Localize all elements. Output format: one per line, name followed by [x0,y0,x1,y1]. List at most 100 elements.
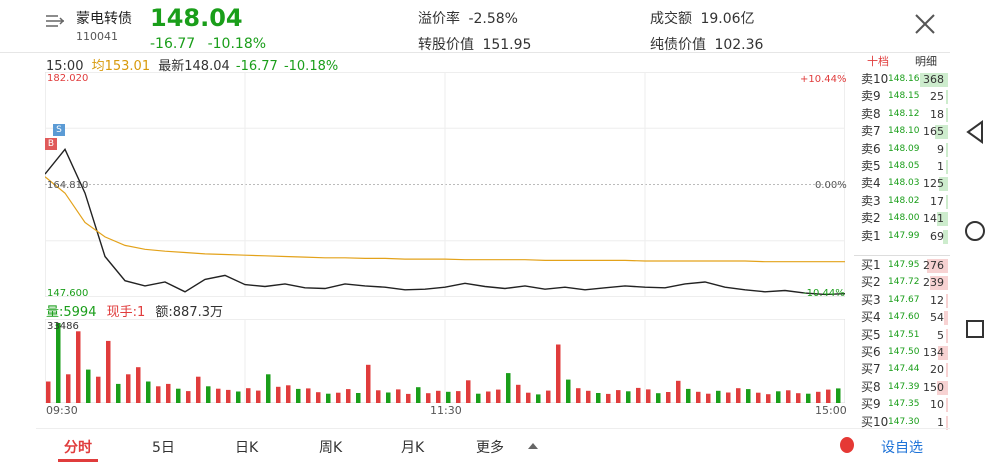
sell-level-row[interactable]: 卖6 148.09 9 [854,141,950,159]
back-icon[interactable] [964,120,986,144]
volume-bar [356,393,361,403]
volume-info: 量:5994 现手:1 额:887.3万 [46,301,223,320]
level-price: 148.03 [888,178,920,189]
level-label: 买1 [861,258,881,272]
level-label: 买5 [861,327,881,342]
change-value: -16.77 [150,36,196,52]
tab-ten-levels[interactable]: 十档 [867,55,889,68]
tab-intraday[interactable]: 分时 [64,440,92,456]
sell-level-row[interactable]: 卖4 148.03 125 [854,175,950,193]
level-price: 147.67 [888,294,920,305]
level-price: 147.99 [888,230,920,241]
premium-rate: 溢价率 -2.58% [418,8,518,28]
bond-name: 蒙电转债 [76,11,132,27]
add-watchlist-button[interactable]: 设自选 [881,440,923,456]
recents-icon[interactable] [965,319,985,339]
level-label: 买7 [861,362,881,377]
turnover-label: 成交额 [650,11,692,27]
volume-bar [56,323,61,403]
depth-bar [946,415,948,430]
sell-level-row[interactable]: 卖2 148.00 141 [854,210,950,228]
info-avg: 均153.01 [91,59,151,74]
level-volume: 5 [937,328,944,342]
sell-level-row[interactable]: 卖1 147.99 69 [854,228,950,246]
info-change-pct: -10.18% [283,59,339,74]
tab-more[interactable]: 更多 [476,440,504,456]
level-price: 148.00 [888,213,920,224]
home-icon[interactable] [964,220,986,242]
level-label: 卖5 [861,159,881,173]
buy-level-row[interactable]: 买9 147.35 10 [854,396,950,414]
volume-bar [396,389,401,403]
buy-level-row[interactable]: 买3 147.67 12 [854,292,950,310]
sell-level-row[interactable]: 卖9 148.15 25 [854,88,950,106]
volume-bar [696,391,701,403]
level-price: 148.12 [888,108,920,119]
volume-bar [796,393,801,403]
volume-bar [346,389,351,403]
avg-price-line [45,176,845,263]
level-label: 买8 [861,379,881,394]
bond-code: 110041 [76,30,118,43]
level-price: 147.60 [888,312,920,323]
price-series [45,147,845,296]
sell-level-row[interactable]: 卖8 148.12 18 [854,106,950,124]
tab-daily-k[interactable]: 日K [235,440,259,456]
buy-level-row[interactable]: 买2 147.72 239 [854,274,950,292]
buy-level-row[interactable]: 买1 147.95 276 [854,257,950,275]
active-tab-indicator [58,459,98,462]
volume-bar [496,389,501,403]
volume-bar [146,381,151,403]
depth-bar [927,259,948,273]
volume-bar [436,390,441,403]
volume-bar [836,388,841,403]
buy-level-row[interactable]: 买6 147.50 134 [854,344,950,362]
volume-bar [186,391,191,403]
sell-level-row[interactable]: 卖3 148.02 17 [854,193,950,211]
level-label: 卖2 [861,211,881,226]
tab-monthly-k[interactable]: 月K [401,440,425,456]
depth-bar [942,229,948,244]
buy-level-row[interactable]: 买10 147.30 1 [854,414,950,432]
volume-bar [176,388,181,403]
depth-bar [946,194,948,209]
tab-weekly-k[interactable]: 周K [319,440,343,456]
price-line [45,147,845,296]
volume-bar [216,388,221,403]
buy-marker[interactable]: B [45,138,57,150]
level-label: 卖9 [861,89,881,104]
volume-bar [786,390,791,403]
record-dot-icon[interactable] [840,437,854,453]
sell-marker[interactable]: S [53,124,65,136]
volume-bar [66,374,71,403]
sell-level-row[interactable]: 卖5 148.05 1 [854,158,950,176]
volume-bar [206,386,211,403]
buy-level-row[interactable]: 买5 147.51 5 [854,327,950,345]
buy-level-row[interactable]: 买7 147.44 20 [854,361,950,379]
tab-details[interactable]: 明细 [915,55,937,68]
buy-level-row[interactable]: 买8 147.39 150 [854,379,950,397]
depth-bar [935,125,948,140]
caret-up-icon[interactable] [528,442,538,450]
volume-bar [586,390,591,403]
volume-bar [716,390,721,403]
volume-bar [296,388,301,403]
volume-bar [96,376,101,403]
volume-bar [86,369,91,403]
intraday-info: 15:00 均153.01 最新148.04 -16.77 -10.18% [46,55,338,74]
tab-5day[interactable]: 5日 [152,440,175,456]
intraday-price-chart[interactable] [45,72,845,297]
depth-bar [936,380,948,395]
volume-chart[interactable] [45,319,845,403]
sell-level-row[interactable]: 卖7 148.10 165 [854,123,950,141]
list-menu-icon[interactable] [46,14,64,28]
volume-bar [606,393,611,403]
volume-bar [46,381,51,403]
buy-level-row[interactable]: 买4 147.60 54 [854,309,950,327]
sell-level-row[interactable]: 卖10 148.16 368 [854,71,950,89]
close-icon[interactable] [913,12,937,36]
level-label: 卖8 [861,106,881,121]
volume-bar [136,367,141,403]
depth-bar [937,212,948,227]
level-volume: 150 [923,380,944,394]
